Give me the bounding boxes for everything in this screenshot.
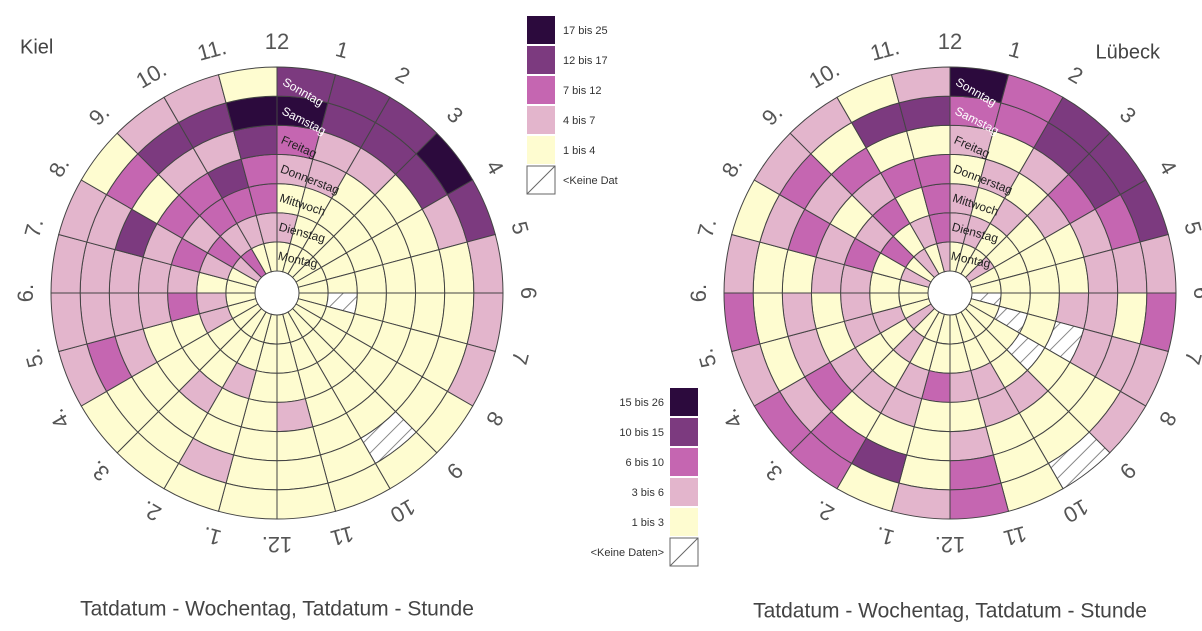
hour-label: 2.: [137, 496, 165, 527]
legend-swatch: [527, 106, 555, 134]
legend-swatch: [670, 508, 698, 536]
hour-label: 9.: [757, 100, 788, 131]
legend-swatch: [527, 76, 555, 104]
legend-label: 10 bis 15: [619, 427, 664, 439]
hour-label: 1: [333, 36, 351, 63]
hour-label: 2: [391, 61, 414, 89]
hour-label: 5: [1179, 219, 1202, 237]
legend-label: 17 bis 25: [563, 25, 608, 37]
legend-label: 6 bis 10: [625, 457, 664, 469]
heat-cell: [217, 66, 278, 104]
legend-hatch: [526, 165, 556, 195]
hour-label: 4: [481, 156, 509, 179]
hour-label: 3.: [757, 456, 788, 487]
legend-label: <Keine Dat: [563, 175, 618, 187]
legend-label: 1 bis 4: [563, 145, 595, 157]
legend-swatch: [527, 136, 555, 164]
hour-label: 10.: [805, 57, 844, 94]
hour-label: 6: [1189, 287, 1202, 299]
hour-label: 6: [516, 287, 541, 299]
legend-label: 15 bis 26: [619, 397, 664, 409]
hour-label: 10.: [132, 57, 171, 94]
x-axis-label: Tatdatum - Wochentag, Tatdatum - Stunde: [80, 598, 474, 621]
legend-hatch: [669, 537, 699, 567]
legend-label: 7 bis 12: [563, 85, 602, 97]
legend-swatch: [670, 418, 698, 446]
heat-cell: [1083, 248, 1119, 294]
hour-label: 3: [442, 102, 468, 128]
legend-swatch: [670, 448, 698, 476]
hour-label: 10: [1059, 494, 1093, 528]
hour-label: 11: [1001, 521, 1030, 551]
hour-label: 12.: [935, 532, 966, 557]
hour-label: 11.: [868, 34, 902, 66]
hour-label: 10: [386, 494, 420, 528]
legend-swatch: [670, 388, 698, 416]
hour-label: 3: [1115, 102, 1141, 128]
legend-label: 3 bis 6: [632, 487, 664, 499]
hour-label: 9: [1115, 458, 1141, 484]
hour-label: 1.: [873, 522, 897, 551]
heat-cell: [276, 426, 322, 462]
legend-swatch: [670, 478, 698, 506]
legend-label: 1 bis 3: [632, 517, 664, 529]
heat-cell: [781, 292, 817, 338]
hour-label: 4.: [44, 405, 75, 433]
hour-label: 7: [1179, 349, 1202, 367]
hour-label: 3.: [84, 456, 115, 487]
hour-label: 12: [938, 29, 962, 54]
hour-label: 8.: [717, 153, 748, 181]
hour-label: 11: [328, 521, 357, 551]
hour-label: 9.: [84, 100, 115, 131]
heat-cell: [890, 66, 951, 104]
hour-label: 1: [1006, 36, 1024, 63]
chart-title: Kiel: [20, 36, 53, 58]
hour-label: 5: [506, 219, 533, 237]
hour-label: 5.: [692, 346, 721, 370]
hour-label: 8: [481, 407, 509, 430]
hour-label: 11.: [195, 34, 229, 66]
hour-label: 1.: [200, 522, 224, 551]
legend-label: 12 bis 17: [563, 55, 608, 67]
hour-label: 4.: [717, 405, 748, 433]
hour-label: 8.: [44, 153, 75, 181]
hour-label: 9: [442, 458, 468, 484]
legend-swatch: [527, 16, 555, 44]
hour-label: 7: [506, 349, 533, 367]
x-axis-label: Tatdatum - Wochentag, Tatdatum - Stunde: [753, 600, 1147, 623]
chart-title: Lübeck: [1096, 41, 1161, 63]
hour-label: 12.: [262, 532, 293, 557]
heat-cell: [949, 426, 995, 462]
hour-label: 7.: [692, 216, 721, 240]
heat-cell: [232, 124, 278, 160]
heat-cell: [108, 292, 144, 338]
hour-label: 7.: [19, 216, 48, 240]
hour-label: 4: [1154, 156, 1182, 179]
legend-label: 4 bis 7: [563, 115, 595, 127]
hour-label: 5.: [19, 346, 48, 370]
hour-label: 6.: [686, 284, 711, 302]
heat-cell: [410, 248, 446, 294]
hour-label: 2: [1064, 61, 1087, 89]
hour-label: 2.: [810, 496, 838, 527]
legend-label: <Keine Daten>: [591, 547, 664, 559]
heat-cell: [905, 124, 951, 160]
hour-label: 8: [1154, 407, 1182, 430]
legend-swatch: [527, 46, 555, 74]
hour-label: 12: [265, 29, 289, 54]
hour-label: 6.: [13, 284, 38, 302]
